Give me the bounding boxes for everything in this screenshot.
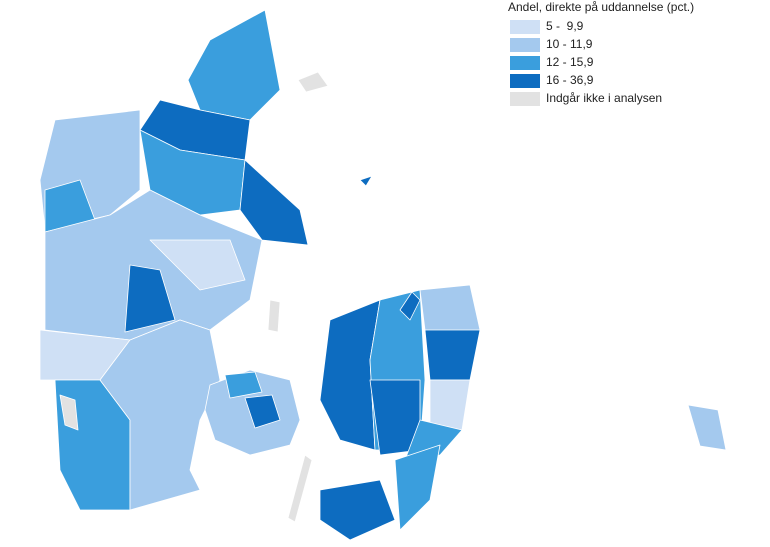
legend: Andel, direkte på uddannelse (pct.) 5 - …	[508, 0, 694, 106]
region	[239, 159, 309, 246]
region	[149, 239, 246, 291]
region	[424, 329, 481, 381]
region	[297, 71, 329, 93]
region	[399, 291, 421, 321]
legend-swatch	[510, 74, 540, 88]
region	[99, 319, 221, 511]
region	[394, 444, 441, 531]
legend-swatch	[510, 92, 540, 106]
legend-title: Andel, direkte på uddannelse (pct.)	[508, 0, 694, 14]
region	[287, 454, 313, 523]
region	[124, 264, 176, 333]
municipalities	[39, 9, 727, 541]
region	[224, 371, 263, 399]
legend-swatch	[510, 20, 540, 34]
region	[187, 9, 281, 121]
legend-label: 12 - 15,9	[546, 55, 594, 69]
legend-swatch	[510, 38, 540, 52]
region	[429, 379, 471, 431]
region	[244, 394, 281, 429]
region	[319, 479, 396, 541]
legend-label: 16 - 36,9	[546, 73, 594, 87]
legend-swatch	[510, 56, 540, 70]
legend-label: Indgår ikke i analysen	[546, 91, 662, 105]
region	[359, 175, 373, 187]
legend-label: 10 - 11,9	[546, 37, 593, 51]
region	[404, 419, 463, 461]
region	[687, 404, 727, 451]
region	[267, 299, 281, 333]
legend-label: 5 - 9,9	[546, 19, 584, 33]
region	[59, 394, 79, 431]
